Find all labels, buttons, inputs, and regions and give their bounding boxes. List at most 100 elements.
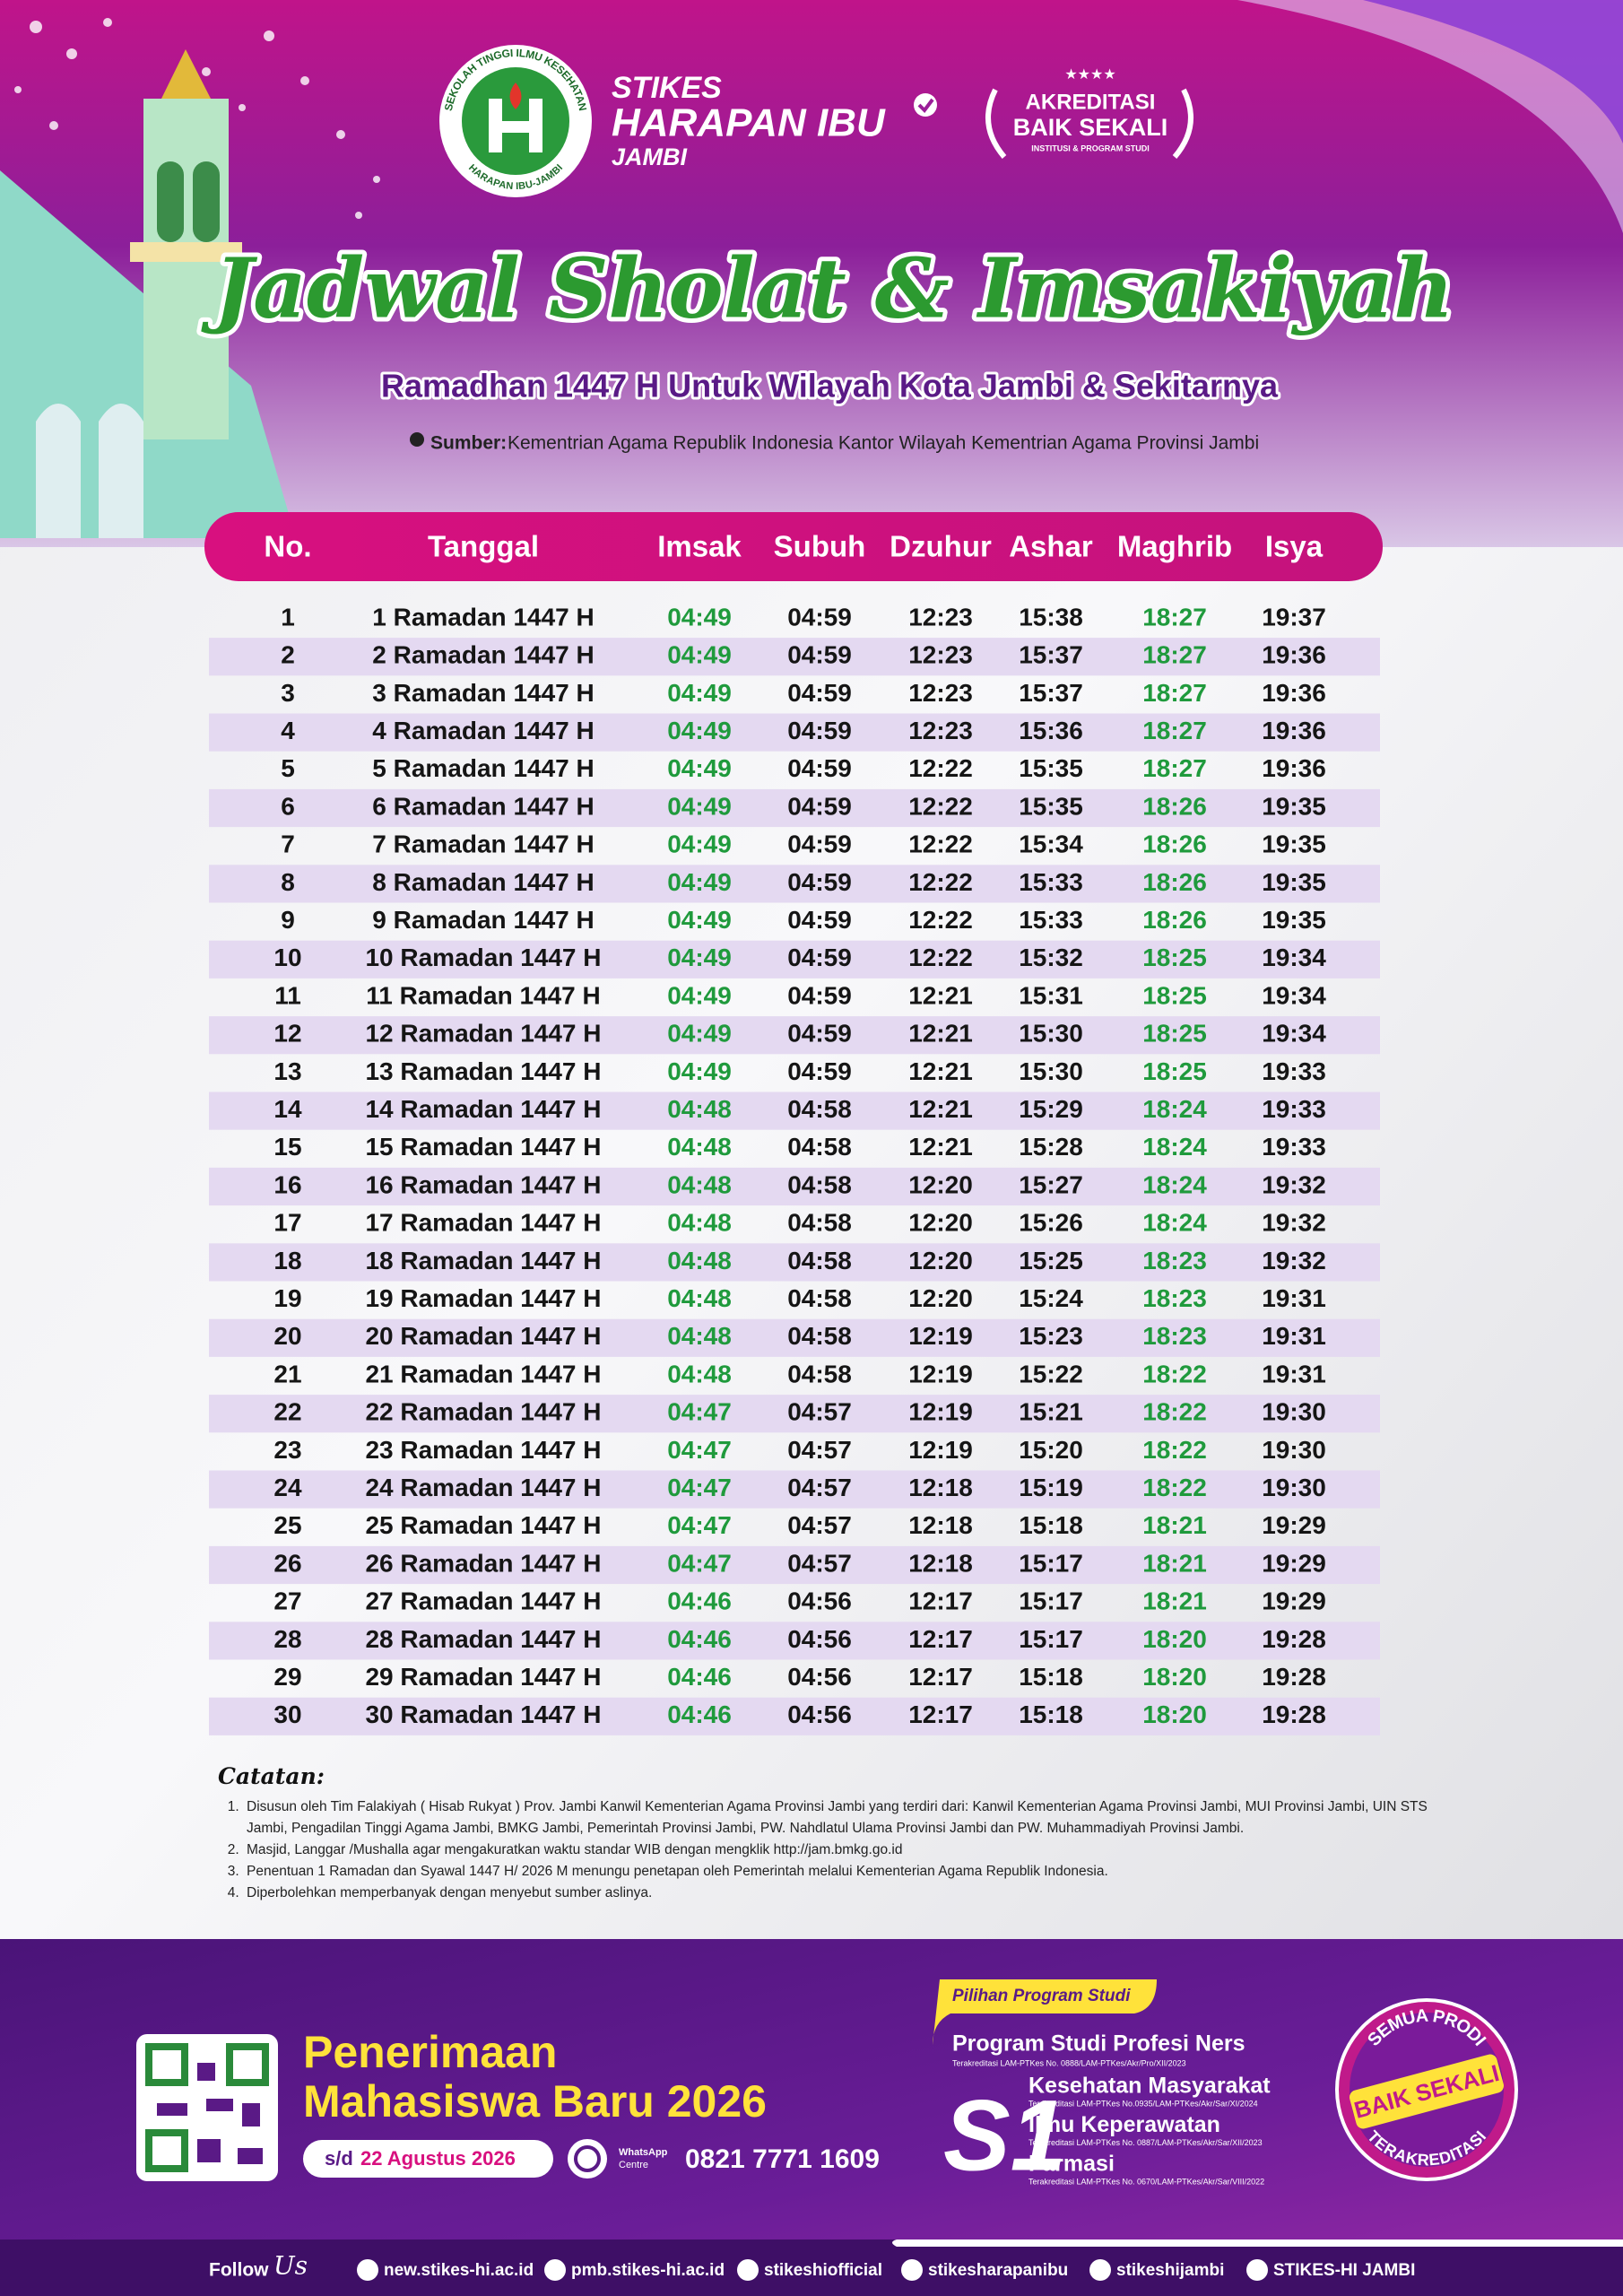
table-cell: 04:56 xyxy=(787,1587,852,1615)
deadline-pill xyxy=(303,2140,553,2178)
table-cell: 18:26 xyxy=(1142,906,1207,934)
row-stripe xyxy=(209,1167,1380,1206)
table-cell: 12 Ramadan 1447 H xyxy=(365,1020,601,1048)
table-cell: 15 Ramadan 1447 H xyxy=(365,1133,601,1161)
table-cell: 27 xyxy=(273,1587,301,1615)
table-cell: 12 xyxy=(273,1020,301,1048)
table-cell: 18:25 xyxy=(1142,1020,1207,1048)
link-icon xyxy=(737,2259,759,2281)
table-cell: 16 xyxy=(273,1170,301,1198)
table-cell: 19:29 xyxy=(1262,1511,1326,1539)
accreditation-line1: AKREDITASI xyxy=(1026,90,1156,114)
table-cell: 18:26 xyxy=(1142,792,1207,820)
table-cell: 18:27 xyxy=(1142,679,1207,707)
table-cell: 18:20 xyxy=(1142,1663,1207,1691)
table-cell: 9 Ramadan 1447 H xyxy=(372,906,594,934)
table-cell: 12:19 xyxy=(908,1360,973,1387)
s1-program-name: Farmasi xyxy=(1028,2152,1115,2177)
program-label: Pilihan Program Studi xyxy=(952,1987,1131,2005)
s1-program-accreditation: Terakreditasi LAM-PTKes No.0935/LAM-PTKe… xyxy=(1028,2099,1258,2108)
follow-word: Follow xyxy=(209,2260,269,2281)
table-cell: 12:22 xyxy=(908,754,973,782)
degree-label: S1 xyxy=(943,2080,1066,2192)
table-cell: 11 Ramadan 1447 H xyxy=(366,981,601,1009)
table-cell: 04:49 xyxy=(667,717,732,744)
accreditation-seal xyxy=(1335,1998,1518,2181)
table-cell: 15:23 xyxy=(1019,1322,1083,1350)
table-cell: 24 Ramadan 1447 H xyxy=(365,1474,601,1501)
verified-check xyxy=(917,98,934,114)
table-cell: 12:23 xyxy=(908,641,973,669)
table-cell: 15:37 xyxy=(1019,641,1083,669)
table-cell: 15:33 xyxy=(1019,868,1083,896)
table-cell: 7 xyxy=(281,831,295,858)
table-cell: 18:25 xyxy=(1142,944,1207,971)
table-cell: 15:27 xyxy=(1019,1170,1083,1198)
table-cell: 04:58 xyxy=(787,1284,852,1312)
table-cell: 19:29 xyxy=(1262,1587,1326,1615)
column-header: Dzuhur xyxy=(890,530,992,563)
s1-program-accreditation: Terakreditasi LAM-PTKes No. 0670/LAM-PTK… xyxy=(1028,2177,1264,2186)
table-cell: 15:17 xyxy=(1019,1625,1083,1653)
table-cell: 12:17 xyxy=(908,1625,973,1653)
table-cell: 23 Ramadan 1447 H xyxy=(365,1436,601,1464)
table-cell: 19:29 xyxy=(1262,1549,1326,1577)
verified-icon xyxy=(914,93,937,117)
table-cell: 3 xyxy=(281,679,295,707)
table-cell: 04:58 xyxy=(787,1095,852,1123)
table-cell: 29 Ramadan 1447 H xyxy=(365,1663,601,1691)
table-cell: 04:47 xyxy=(667,1398,732,1426)
column-header: Imsak xyxy=(657,530,742,563)
table-cell: 13 xyxy=(273,1057,301,1085)
table-cell: 19:35 xyxy=(1262,792,1326,820)
social-link: stikesharapanibu xyxy=(928,2261,1068,2280)
column-header: Subuh xyxy=(774,530,866,563)
table-cell: 18:20 xyxy=(1142,1700,1207,1728)
table-cell: 18:24 xyxy=(1142,1133,1207,1161)
table-cell: 04:49 xyxy=(667,603,732,631)
admission-line1: Penerimaan xyxy=(303,2027,557,2077)
table-cell: 28 xyxy=(273,1625,301,1653)
table-cell: 04:57 xyxy=(787,1511,852,1539)
table-cell: 18:26 xyxy=(1142,831,1207,858)
table-cell: 19:35 xyxy=(1262,906,1326,934)
table-cell: 5 Ramadan 1447 H xyxy=(372,754,594,782)
table-cell: 4 xyxy=(281,717,295,744)
table-cell: 12:22 xyxy=(908,944,973,971)
table-cell: 12:20 xyxy=(908,1209,973,1237)
table-cell: 04:48 xyxy=(667,1360,732,1387)
table-cell: 18:23 xyxy=(1142,1247,1207,1274)
table-cell: 2 Ramadan 1447 H xyxy=(372,641,594,669)
table-cell: 23 xyxy=(273,1436,301,1464)
table-cell: 04:46 xyxy=(667,1700,732,1728)
whatsapp-icon xyxy=(568,2139,607,2179)
program-label-tag xyxy=(933,1979,1157,2045)
table-cell: 04:47 xyxy=(667,1474,732,1501)
whatsapp-number: 0821 7771 1609 xyxy=(685,2144,880,2174)
table-cell: 19:36 xyxy=(1262,641,1326,669)
table-cell: 12:17 xyxy=(908,1700,973,1728)
decorative-dots xyxy=(14,18,380,219)
table-cell: 12:22 xyxy=(908,906,973,934)
table-cell: 12:20 xyxy=(908,1170,973,1198)
table-cell: 3 Ramadan 1447 H xyxy=(372,679,594,707)
table-cell: 04:59 xyxy=(787,1057,852,1085)
table-cell: 12:21 xyxy=(908,1095,973,1123)
social-link: new.stikes-hi.ac.id xyxy=(384,2261,534,2280)
table-cell: 17 xyxy=(273,1209,301,1237)
table-cell: 19:31 xyxy=(1262,1360,1326,1387)
table-cell: 04:59 xyxy=(787,717,852,744)
table-cell: 26 Ramadan 1447 H xyxy=(365,1549,601,1577)
table-cell: 12:22 xyxy=(908,792,973,820)
table-cell: 04:57 xyxy=(787,1549,852,1577)
table-cell: 19:28 xyxy=(1262,1663,1326,1691)
table-cell: 04:56 xyxy=(787,1700,852,1728)
row-stripe xyxy=(209,940,1380,978)
column-header: No. xyxy=(264,530,311,563)
table-cell: 04:48 xyxy=(667,1095,732,1123)
table-cell: 12:18 xyxy=(908,1511,973,1539)
table-cell: 18 xyxy=(273,1247,301,1274)
table-cell: 04:49 xyxy=(667,754,732,782)
table-cell: 15:30 xyxy=(1019,1020,1083,1048)
row-stripe xyxy=(209,638,1380,676)
